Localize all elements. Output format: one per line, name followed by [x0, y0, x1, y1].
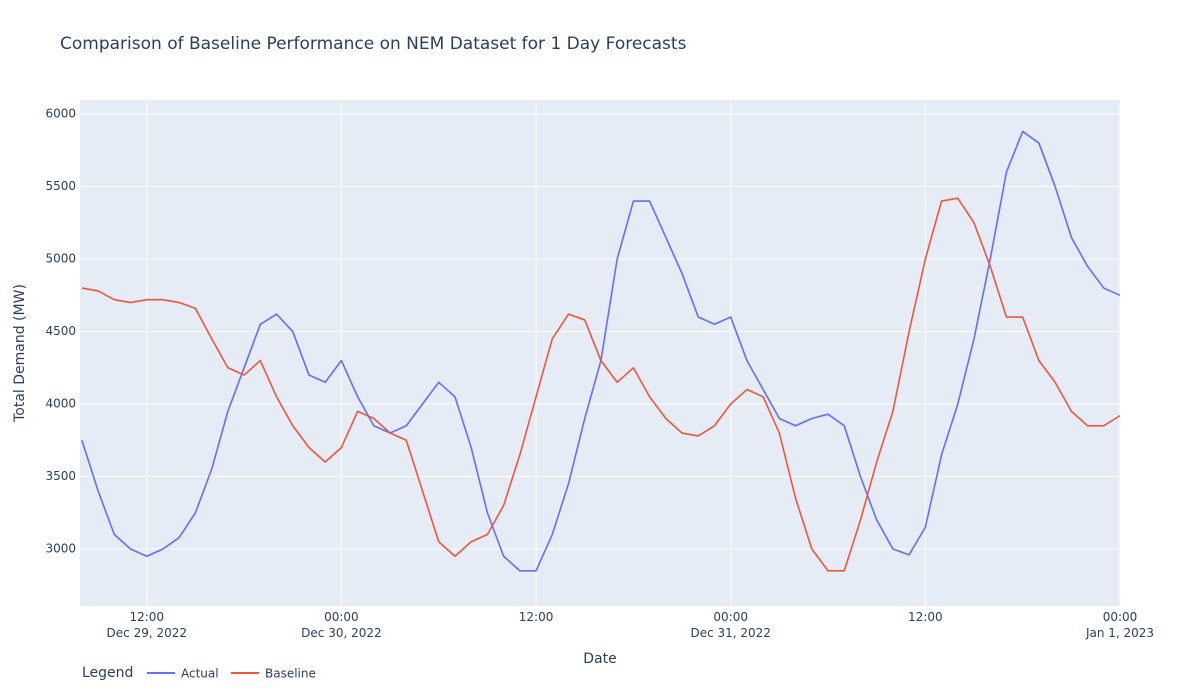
x-axis-title: Date [583, 651, 616, 667]
y-tick-label: 4000 [45, 397, 76, 411]
x-tick-label: 00:00 Jan 1, 2023 [1085, 610, 1154, 640]
plot-area [80, 100, 1120, 606]
x-tick-label-line: 12:00 [519, 610, 554, 624]
x-tick-label: 00:00 Dec 31, 2022 [690, 610, 770, 640]
x-tick-label-line: 00:00 [324, 610, 359, 624]
data-line [81, 197, 1121, 572]
x-tick-label-line: Dec 29, 2022 [107, 626, 187, 640]
y-axis-title: Total Demand (MW) [12, 284, 28, 423]
x-tick-label: 12:00 Dec 29, 2022 [107, 610, 187, 640]
x-tick-label-line: Dec 30, 2022 [301, 626, 381, 640]
x-tick-label-line: Dec 31, 2022 [690, 626, 770, 640]
x-tick-label-line: 12:00 [908, 610, 943, 624]
legend-title: Legend [82, 665, 133, 681]
y-tick-label: 5500 [45, 179, 76, 193]
y-tick-label: 5000 [45, 252, 76, 266]
legend-label: Actual [181, 667, 219, 681]
y-tick-label: 3000 [45, 542, 76, 556]
y-tick-label: 3500 [45, 469, 76, 483]
legend-label: Baseline [265, 667, 316, 681]
x-tick-label-line: 12:00 [129, 610, 164, 624]
x-tick-label-line: 00:00 [713, 610, 748, 624]
y-tick-label: 4500 [45, 324, 76, 338]
x-tick-label: 00:00 Dec 30, 2022 [301, 610, 381, 640]
x-tick-label: 12:00 [519, 610, 554, 624]
chart-title: Comparison of Baseline Performance on NE… [60, 34, 687, 54]
y-tick-label: 6000 [45, 107, 76, 121]
x-tick-label: 12:00 [908, 610, 943, 624]
x-tick-label-line: 00:00 [1103, 610, 1138, 624]
x-tick-label-line: Jan 1, 2023 [1085, 626, 1154, 640]
